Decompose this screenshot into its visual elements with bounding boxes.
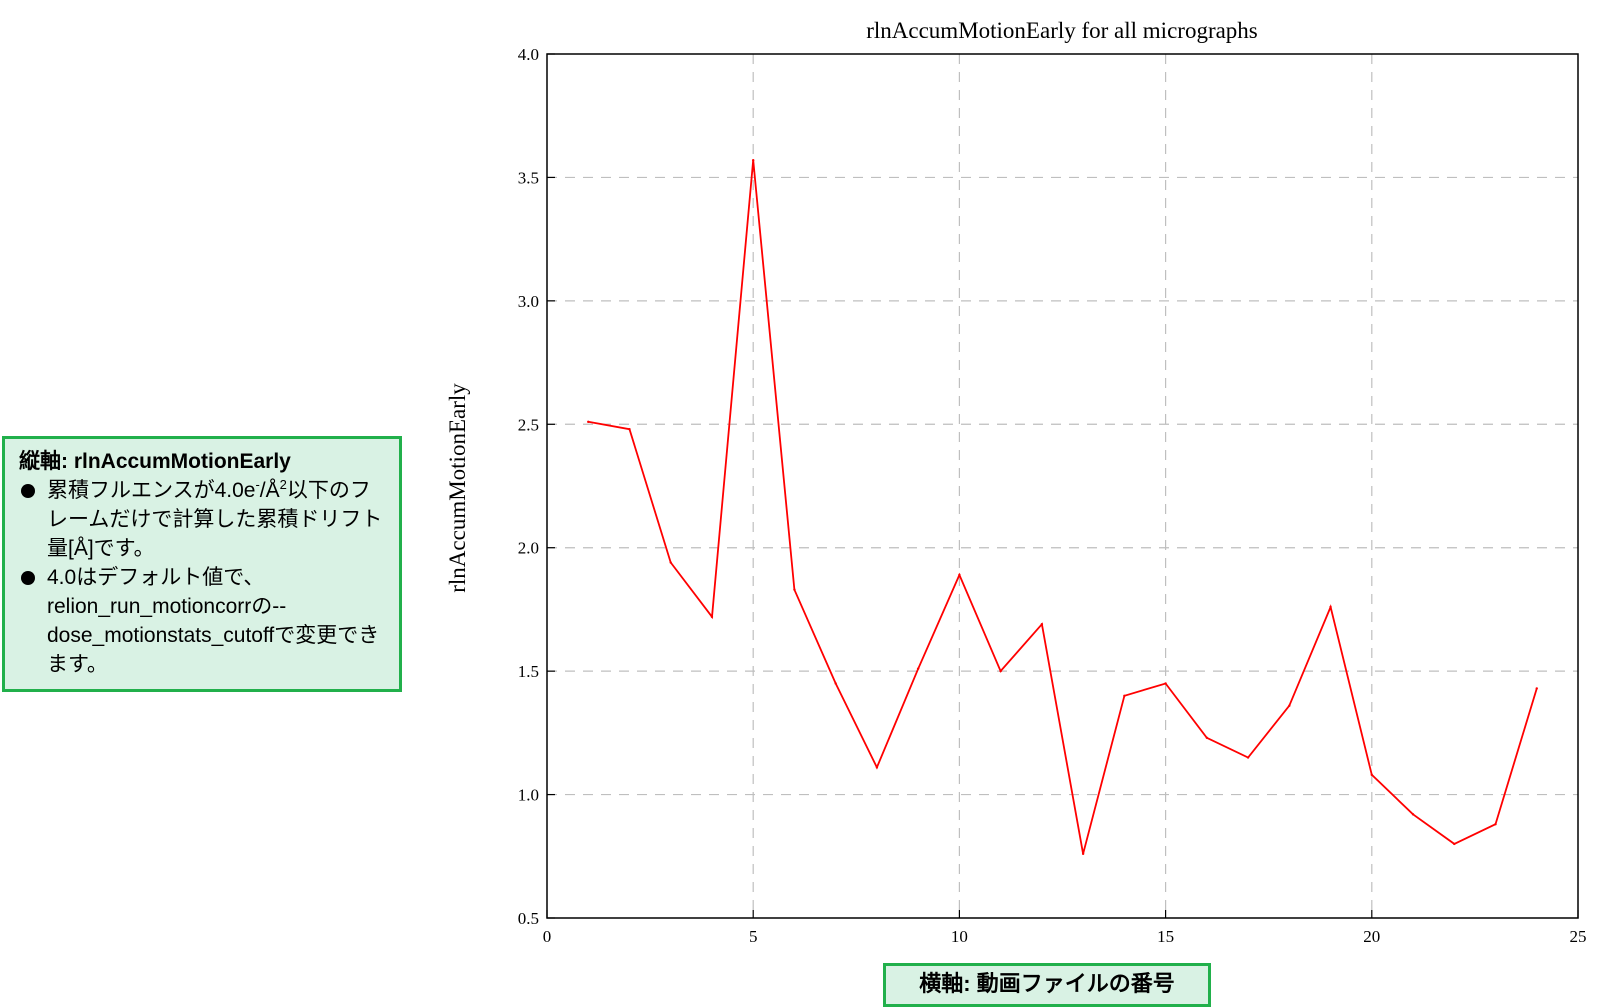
y-tick-label: 1.0 [518,786,539,805]
note-bullet-2-text: 4.0はデフォルト値で、relion_run_motioncorrの--dose… [47,566,380,676]
note-bullet-1-pre: 累積フルエンスが4.0e [47,479,256,502]
data-point [1494,822,1497,826]
note-bullet-1-mid: /Å [259,479,280,502]
x-tick-label: 25 [1570,927,1587,946]
note-bullet-2: 4.0はデフォルト値で、relion_run_motioncorrの--dose… [19,563,389,679]
data-point [1535,687,1538,690]
data-point [1164,682,1167,685]
y-tick-label: 3.5 [518,168,539,187]
y-tick-label: 1.5 [518,662,539,681]
chart-title: rlnAccumMotionEarly for all micrographs [866,18,1258,43]
y-tick-label: 2.5 [518,415,539,434]
data-point [1123,694,1126,698]
plot-frame [546,53,1579,919]
x-tick-label: 10 [951,927,968,946]
y-axis-label: rlnAccumMotionEarly [445,383,470,593]
y-axis-note: 縦軸: rlnAccumMotionEarly 累積フルエンスが4.0e-/Å2… [2,436,402,692]
data-point [1205,736,1209,739]
axis-ticks: 0 5 10 15 20 25 0.5 1.0 1.5 2.0 2.5 3.0 3.5 4.0 [518,45,1587,946]
data-point [1411,813,1415,816]
x-tick-label: 20 [1363,927,1380,946]
y-axis-note-list: 累積フルエンスが4.0e-/Å2以下のフレームだけで計算した累積ドリフト量[Å]… [19,476,389,679]
data-point [669,561,672,564]
note-bullet-1-sup1: - [255,477,260,492]
series-line [588,160,1538,855]
x-tick-label: 15 [1157,927,1174,946]
data-point [999,669,1002,673]
x-tick-label: 5 [749,927,758,946]
y-axis-note-title: 縦軸: rlnAccumMotionEarly [19,450,291,473]
grid-lines [547,54,1578,918]
note-bullet-1: 累積フルエンスが4.0e-/Å2以下のフレームだけで計算した累積ドリフト量[Å]… [19,476,389,563]
data-point [628,428,631,431]
data-point [752,158,755,162]
y-tick-label: 4.0 [518,45,539,64]
data-series [587,158,1538,856]
data-point [1453,842,1456,846]
data-point [1329,605,1332,609]
x-axis-note: 横軸: 動画ファイルの番号 [883,963,1211,1007]
data-point [1246,756,1250,759]
y-tick-label: 3.0 [518,292,539,311]
bullet-icon [21,571,35,585]
bullet-icon [21,484,35,498]
note-bullet-1-post: 以下のフレームだけで計算した累積ドリフト量[Å]です。 [47,479,383,560]
note-bullet-1-sup2: 2 [279,477,287,492]
y-tick-label: 0.5 [518,909,539,928]
data-point [587,420,590,424]
y-tick-label: 2.0 [518,539,539,558]
data-point [1288,704,1291,707]
data-point [875,766,879,769]
data-point [916,667,920,670]
data-point [1370,773,1374,777]
data-point [834,682,837,685]
data-point [958,573,961,577]
data-point [793,588,796,591]
data-point [1081,852,1085,856]
data-point [710,615,714,619]
data-point [1040,623,1044,626]
x-tick-label: 0 [543,927,552,946]
